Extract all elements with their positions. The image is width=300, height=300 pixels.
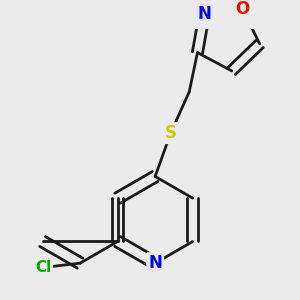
Text: S: S [165,124,177,142]
Text: O: O [236,0,250,18]
Text: Cl: Cl [35,260,51,275]
Text: N: N [197,5,211,23]
Text: N: N [148,254,162,272]
